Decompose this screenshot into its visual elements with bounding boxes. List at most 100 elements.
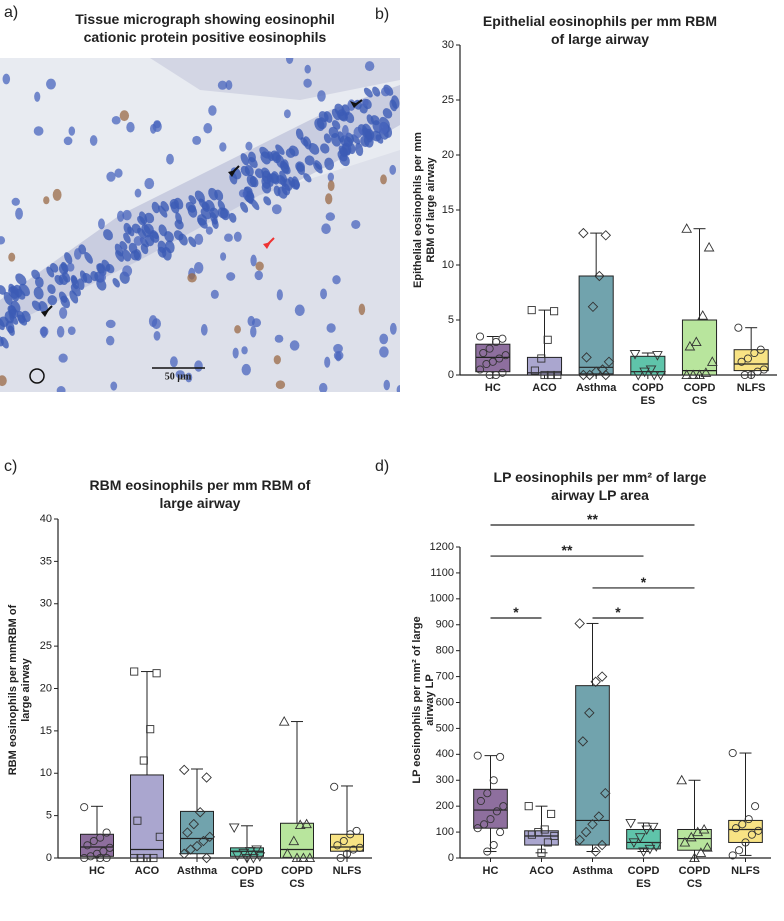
data-point: [600, 230, 612, 241]
data-point: [703, 241, 715, 252]
nucleus: [381, 86, 391, 97]
data-point: [80, 803, 89, 812]
y-tick-label: 1000: [430, 593, 454, 605]
data-point: [530, 366, 539, 375]
nucleus: [115, 250, 124, 262]
nucleus: [58, 263, 69, 275]
nucleus: [10, 288, 20, 302]
arrow: [231, 165, 240, 174]
nucleus: [228, 212, 237, 223]
y-tick-label: 25: [40, 640, 52, 652]
data-point: [751, 802, 760, 811]
data-point: [142, 853, 152, 863]
nucleus: [217, 80, 228, 90]
x-tick-label: COPD CS: [683, 382, 716, 407]
data-point: [251, 845, 262, 856]
nucleus: [84, 252, 93, 264]
y-tick-label: 35: [40, 555, 52, 567]
data-point: [540, 825, 549, 834]
data-point: [655, 370, 667, 381]
nucleus: [103, 229, 113, 241]
nucleus: [34, 91, 41, 102]
nucleus: [68, 126, 76, 136]
nucleus: [389, 99, 398, 112]
nucleus: [31, 300, 42, 311]
data-point: [496, 752, 505, 761]
nucleus: [0, 285, 6, 295]
nucleus: [70, 283, 81, 297]
nucleus: [240, 153, 249, 166]
nucleus: [133, 235, 143, 246]
data-point: [244, 847, 256, 857]
panel-label: d): [375, 458, 390, 475]
data-point: [590, 676, 601, 688]
data-point: [146, 725, 155, 734]
nucleus: [59, 307, 68, 319]
y-tick-label: 300: [436, 774, 454, 786]
nucleus: [249, 176, 259, 188]
nucleus: [325, 212, 336, 221]
nucleus: [160, 201, 170, 212]
nucleus: [38, 300, 48, 314]
y-tick-label: 25: [442, 94, 454, 106]
nucleus: [47, 284, 56, 295]
data-point: [102, 853, 111, 863]
x-tick-label: ACO: [532, 382, 557, 394]
nucleus: [98, 218, 105, 230]
data-point: [298, 852, 309, 863]
data-point: [632, 370, 644, 381]
nucleus: [233, 231, 242, 242]
y-tick-label: 1100: [430, 567, 454, 579]
nucleus: [173, 230, 184, 241]
nucleus: [294, 304, 305, 316]
nucleus: [339, 146, 349, 158]
nucleus: [332, 275, 341, 285]
nucleus: [15, 207, 23, 220]
data-point: [185, 844, 196, 855]
nucleus: [263, 196, 272, 206]
nucleus: [9, 314, 19, 325]
chart-title: LP eosinophils per mm² of large airway L…: [493, 469, 707, 503]
data-point: [534, 828, 543, 837]
nucleus: [224, 233, 233, 242]
data-point: [587, 819, 598, 830]
data-point: [553, 370, 562, 380]
y-tick-label: 100: [436, 826, 454, 838]
nucleus: [220, 252, 227, 261]
data-point: [294, 819, 306, 829]
nucleus: [73, 248, 82, 260]
nucleus: [251, 318, 262, 328]
data-point: [543, 838, 552, 847]
nucleus: [98, 273, 107, 282]
x-tick-label: COPD ES: [231, 865, 263, 890]
x-tick-label: ACO: [134, 865, 160, 877]
data-point: [735, 846, 744, 855]
y-tick-label: 20: [442, 149, 454, 161]
nucleus: [134, 188, 142, 198]
nucleus: [295, 128, 304, 140]
nucleus: [303, 78, 312, 88]
y-tick-label: 800: [436, 645, 454, 657]
nucleus: [351, 219, 361, 229]
nucleus: [323, 133, 332, 144]
nucleus: [209, 207, 219, 219]
data-point: [201, 852, 212, 864]
data-point: [600, 787, 611, 799]
micrograph-title: Tissue micrograph showing eosinophil cat…: [75, 11, 335, 45]
data-point: [80, 853, 89, 863]
data-point: [473, 751, 482, 760]
data-point: [152, 669, 161, 678]
data-point: [628, 838, 640, 848]
scale-bar-label: 50 µm: [165, 371, 192, 382]
y-tick-label: 5: [46, 810, 52, 822]
y-tick-label: 10: [40, 767, 52, 779]
data-point: [191, 840, 203, 852]
nucleus: [296, 162, 305, 175]
significance-label: *: [615, 604, 621, 620]
nucleus: [123, 232, 131, 244]
y-axis-label: Epithelial eosinophils per mm RBM of lar…: [412, 132, 437, 288]
data-point: [498, 334, 507, 343]
data-point: [577, 736, 589, 747]
y-axis-label: LP eosinophils per mm² of large airway L…: [411, 616, 436, 784]
x-tick-label: NLFS: [332, 865, 362, 877]
